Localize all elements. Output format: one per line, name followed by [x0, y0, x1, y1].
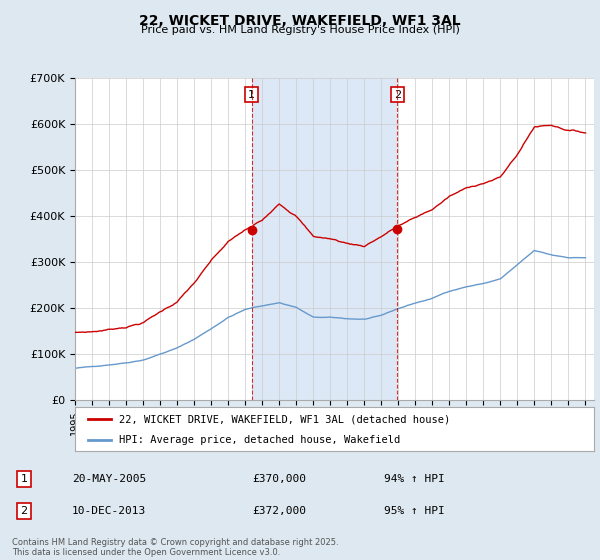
- Text: HPI: Average price, detached house, Wakefield: HPI: Average price, detached house, Wake…: [119, 435, 400, 445]
- Text: 10-DEC-2013: 10-DEC-2013: [72, 506, 146, 516]
- Text: 22, WICKET DRIVE, WAKEFIELD, WF1 3AL (detached house): 22, WICKET DRIVE, WAKEFIELD, WF1 3AL (de…: [119, 414, 451, 424]
- Text: 1: 1: [20, 474, 28, 484]
- Text: 2: 2: [20, 506, 28, 516]
- Text: 20-MAY-2005: 20-MAY-2005: [72, 474, 146, 484]
- Text: 1: 1: [248, 90, 255, 100]
- Text: 22, WICKET DRIVE, WAKEFIELD, WF1 3AL: 22, WICKET DRIVE, WAKEFIELD, WF1 3AL: [139, 14, 461, 28]
- Text: 94% ↑ HPI: 94% ↑ HPI: [384, 474, 445, 484]
- Bar: [251, 78, 397, 400]
- Text: 2: 2: [394, 90, 401, 100]
- Text: Contains HM Land Registry data © Crown copyright and database right 2025.
This d: Contains HM Land Registry data © Crown c…: [12, 538, 338, 557]
- Text: 95% ↑ HPI: 95% ↑ HPI: [384, 506, 445, 516]
- Text: £370,000: £370,000: [252, 474, 306, 484]
- Text: Price paid vs. HM Land Registry's House Price Index (HPI): Price paid vs. HM Land Registry's House …: [140, 25, 460, 35]
- Text: £372,000: £372,000: [252, 506, 306, 516]
